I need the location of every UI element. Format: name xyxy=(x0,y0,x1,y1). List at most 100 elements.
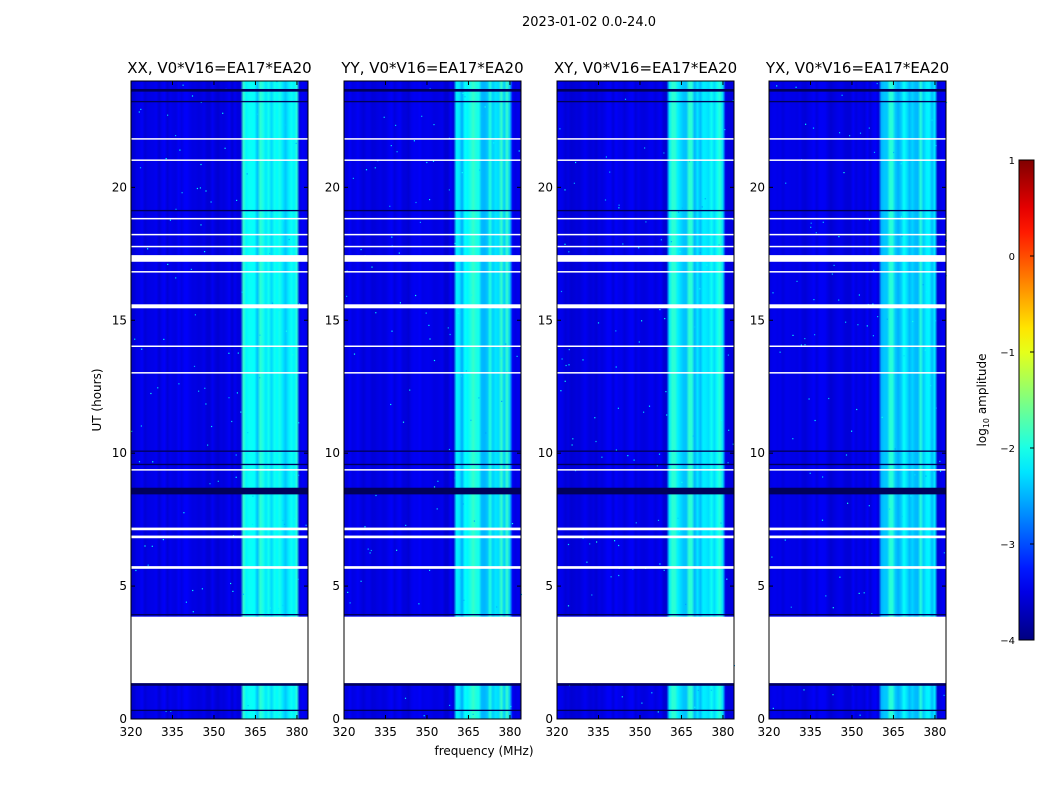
speckle xyxy=(484,106,486,108)
speckle xyxy=(868,219,871,221)
speckle xyxy=(482,236,484,238)
y-tick-label: 0 xyxy=(545,712,553,726)
flagged-row xyxy=(131,566,308,569)
speckle xyxy=(638,341,640,343)
speckle xyxy=(169,219,171,221)
low-row xyxy=(557,487,734,495)
speckle xyxy=(299,303,301,305)
speckle xyxy=(732,99,734,102)
flagged-row xyxy=(344,159,521,161)
speckle xyxy=(925,475,927,477)
y-tick-label: 5 xyxy=(119,579,127,593)
speckle xyxy=(645,221,647,223)
speckle xyxy=(888,210,890,212)
speckle xyxy=(391,330,393,332)
speckle xyxy=(371,266,373,268)
flagged-row xyxy=(131,469,308,471)
speckle xyxy=(589,543,591,545)
flagged-row xyxy=(557,527,734,531)
speckle xyxy=(845,321,847,323)
axes-frame xyxy=(130,80,309,720)
speckle xyxy=(678,530,680,532)
heatmap-image xyxy=(557,81,734,719)
flagged-row xyxy=(131,233,308,236)
speckle xyxy=(493,142,495,144)
speckle xyxy=(298,474,300,476)
speckle xyxy=(352,177,354,179)
y-tick-label: 5 xyxy=(332,579,340,593)
speckle xyxy=(559,128,561,130)
colorbar-label-sub: 10 xyxy=(982,418,991,428)
speckle xyxy=(360,249,362,251)
flagged-row xyxy=(557,345,734,348)
speckle xyxy=(825,595,827,597)
low-row xyxy=(344,100,521,103)
flagged-row xyxy=(769,217,946,220)
flagged-row xyxy=(344,245,521,248)
speckle xyxy=(501,400,503,402)
speckle xyxy=(821,519,824,521)
speckle xyxy=(901,515,903,518)
speckle xyxy=(618,574,620,577)
flagged-row xyxy=(131,372,308,374)
speckle xyxy=(664,318,666,320)
speckle xyxy=(700,91,703,93)
speckle xyxy=(353,353,356,355)
y-tick-label: 10 xyxy=(750,446,765,460)
speckle xyxy=(697,689,699,691)
speckle xyxy=(496,606,498,608)
speckle xyxy=(828,397,830,400)
speckle xyxy=(454,242,456,245)
speckle xyxy=(660,239,662,241)
speckle xyxy=(235,476,237,478)
flagged-row xyxy=(344,616,521,684)
speckle xyxy=(240,411,242,413)
speckle xyxy=(511,523,514,525)
speckle xyxy=(724,129,726,131)
speckle xyxy=(859,714,861,716)
speckle xyxy=(727,354,729,356)
speckle xyxy=(247,705,249,707)
low-row xyxy=(131,450,308,452)
speckle xyxy=(375,312,377,314)
speckle xyxy=(205,190,207,192)
speckle xyxy=(165,710,167,712)
speckle xyxy=(167,114,169,116)
y-tick-label: 5 xyxy=(757,579,765,593)
flagged-row xyxy=(344,304,521,309)
flagged-row xyxy=(557,233,734,236)
colorbar-label-suffix: amplitude xyxy=(975,354,989,418)
speckle xyxy=(162,539,164,541)
speckle xyxy=(367,548,369,550)
speckle xyxy=(814,419,816,422)
speckle xyxy=(567,543,570,546)
speckle xyxy=(567,605,570,607)
speckle xyxy=(681,207,683,209)
speckle xyxy=(399,302,401,304)
speckle xyxy=(500,357,502,359)
x-tick-label: 380 xyxy=(923,725,946,739)
speckle xyxy=(479,169,481,171)
speckle xyxy=(839,132,841,134)
speckle xyxy=(429,199,431,201)
speckle xyxy=(449,704,451,706)
speckle xyxy=(851,430,853,432)
speckle xyxy=(460,577,462,579)
speckle xyxy=(591,594,593,596)
speckle xyxy=(615,330,617,332)
speckle xyxy=(790,606,792,608)
speckle xyxy=(914,474,916,476)
speckle xyxy=(269,607,271,609)
panel-title: YY, V0*V16=EA17*EA20 xyxy=(340,59,523,77)
speckle xyxy=(930,385,932,387)
flagged-row xyxy=(344,535,521,539)
speckle xyxy=(925,291,927,293)
speckle xyxy=(505,343,507,345)
y-tick-label: 15 xyxy=(750,313,765,327)
speckle xyxy=(449,333,451,336)
x-tick-label: 335 xyxy=(374,725,397,739)
speckle xyxy=(292,354,294,356)
y-tick-label: 15 xyxy=(538,313,553,327)
speckle xyxy=(561,358,563,360)
